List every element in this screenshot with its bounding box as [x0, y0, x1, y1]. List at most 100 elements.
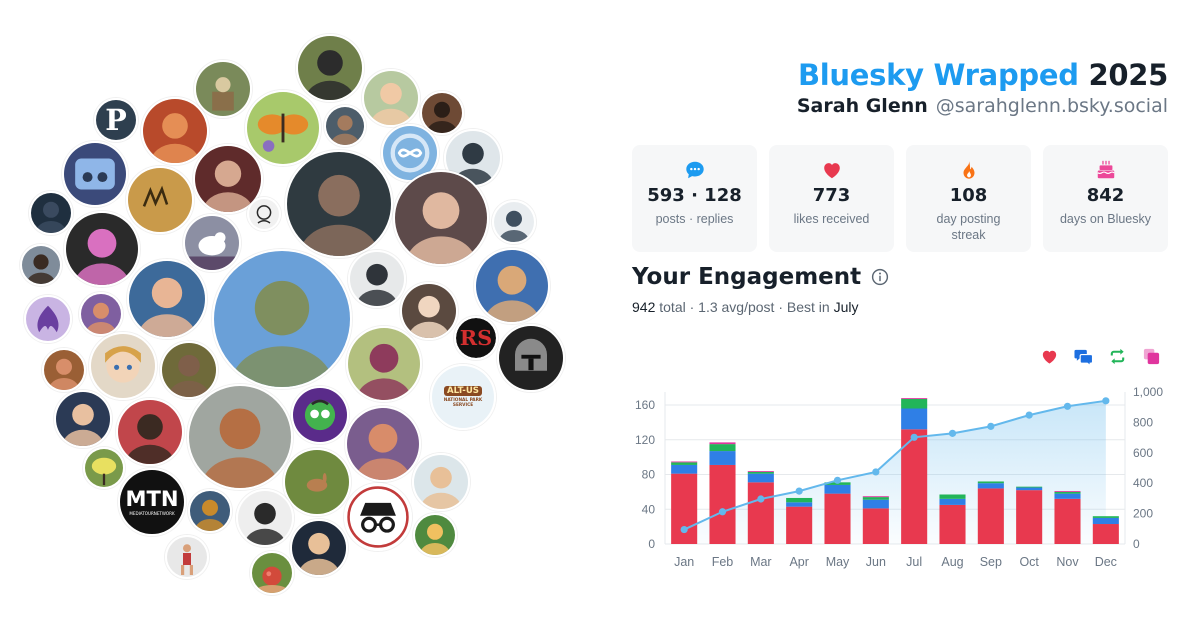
avatar[interactable]: [54, 390, 112, 448]
stat-card-days: 842 days on Bluesky: [1043, 145, 1168, 252]
avatar[interactable]: [296, 34, 364, 102]
avatar[interactable]: [245, 90, 321, 166]
y-right-tick-label: 0: [1133, 537, 1140, 551]
bar-segment: [786, 506, 813, 544]
avatar[interactable]: [141, 97, 209, 165]
avatar[interactable]: [362, 69, 420, 127]
display-name: Sarah Glenn: [796, 95, 928, 117]
avatar[interactable]: [236, 489, 294, 547]
stat-card-streak: 108 day posting streak: [906, 145, 1031, 252]
stat-value: 593 · 128: [647, 185, 742, 206]
avatar[interactable]: [400, 282, 458, 340]
avatar[interactable]: [247, 197, 281, 231]
year-label: 2025: [1088, 58, 1168, 92]
bar-segment: [901, 398, 928, 399]
avatar[interactable]: [187, 384, 293, 490]
y-left-tick-label: 80: [642, 468, 656, 482]
avatar[interactable]: ALT-US NATIONAL PARK SERVICE: [430, 364, 496, 430]
avatar[interactable]: [64, 211, 140, 287]
bar-stack[interactable]: [709, 442, 736, 544]
avatar[interactable]: [413, 513, 457, 557]
avatar[interactable]: [42, 348, 86, 392]
avatar[interactable]: P: [94, 98, 138, 142]
avatar[interactable]: [250, 551, 294, 595]
user-line: Sarah Glenn @sarahglenn.bsky.social: [797, 95, 1168, 117]
avatar[interactable]: [412, 453, 470, 511]
avatar[interactable]: [290, 519, 348, 577]
y-left-tick-label: 40: [642, 502, 656, 516]
quote-icon[interactable]: [1142, 347, 1161, 366]
bar-stack[interactable]: [977, 481, 1004, 544]
avatar[interactable]: [194, 60, 252, 118]
engagement-best-prefix: Best in: [786, 299, 830, 315]
avatar[interactable]: [345, 406, 421, 482]
bar-stack[interactable]: [862, 496, 889, 544]
bar-stack[interactable]: [671, 461, 698, 544]
avatar[interactable]: [83, 447, 125, 489]
y-right-tick-label: 800: [1133, 415, 1153, 429]
bar-stack[interactable]: [939, 494, 966, 544]
avatar[interactable]: [212, 249, 352, 389]
avatar[interactable]: [20, 244, 62, 286]
stat-card-likes: 773 likes received: [769, 145, 894, 252]
stat-label: likes received: [793, 212, 870, 226]
avatar[interactable]: [24, 295, 72, 343]
bar-stack[interactable]: [1016, 486, 1043, 544]
avatar[interactable]: [188, 489, 232, 533]
avatar[interactable]: [183, 214, 241, 272]
bar-stack[interactable]: [1092, 516, 1119, 544]
avatar[interactable]: [29, 191, 73, 235]
avatar[interactable]: [492, 200, 536, 244]
avatar-cluster: P RS ALT-US NATIONAL PARK SERVICE MTN MEDIATO…: [20, 34, 565, 595]
bar-stack[interactable]: [747, 471, 774, 544]
bar-stack[interactable]: [824, 482, 851, 544]
cumulative-line: [683, 399, 1106, 531]
reply-bubbles-icon[interactable]: [1074, 347, 1094, 367]
repost-icon[interactable]: [1108, 347, 1127, 366]
heart-icon[interactable]: [1040, 347, 1059, 366]
engagement-title: Your Engagement: [632, 264, 889, 290]
y-left-tick-label: 0: [648, 537, 655, 551]
avatar[interactable]: [160, 341, 218, 399]
bar-segment: [671, 464, 698, 474]
avatar[interactable]: [79, 292, 123, 336]
bar-segment: [862, 497, 889, 500]
bar-segment: [709, 464, 736, 544]
avatar[interactable]: [165, 535, 209, 579]
avatar[interactable]: [285, 150, 393, 258]
avatar[interactable]: [393, 170, 489, 266]
avatar[interactable]: [193, 144, 263, 214]
bar-segment: [977, 483, 1004, 489]
avatar[interactable]: [420, 91, 464, 135]
x-tick-label: Dec: [1095, 555, 1117, 569]
bar-stack[interactable]: [1054, 491, 1081, 544]
bar-segment: [747, 473, 774, 483]
avatar[interactable]: [291, 386, 349, 444]
bar-stack[interactable]: [901, 398, 928, 544]
mtn-logo-sub: MEDIATOURNETWORK: [129, 510, 175, 516]
avatar[interactable]: [474, 248, 550, 324]
bar-segment: [709, 444, 736, 452]
x-tick-label: Jun: [866, 555, 886, 569]
avatar[interactable]: [497, 324, 565, 392]
avatar[interactable]: [89, 332, 157, 400]
avatar[interactable]: [344, 483, 412, 551]
bar-segment: [862, 496, 889, 498]
avatar[interactable]: [346, 326, 422, 402]
avatar[interactable]: [127, 259, 207, 339]
avatar[interactable]: [283, 448, 351, 516]
bar-segment: [1016, 490, 1043, 544]
flame-icon: [963, 161, 974, 179]
avatar[interactable]: [324, 105, 366, 147]
avatar[interactable]: [62, 141, 128, 207]
info-icon[interactable]: [871, 268, 889, 286]
avatar[interactable]: [348, 250, 406, 308]
avatar[interactable]: [116, 398, 184, 466]
x-tick-label: Mar: [750, 555, 772, 569]
avatar[interactable]: RS: [454, 316, 498, 360]
chart-legend: [1040, 347, 1161, 367]
bar-stack[interactable]: [786, 497, 813, 544]
avatar[interactable]: MTN MEDIATOURNETWORK: [118, 468, 186, 536]
y-right-tick-label: 600: [1133, 446, 1153, 460]
avatar[interactable]: [126, 166, 194, 234]
